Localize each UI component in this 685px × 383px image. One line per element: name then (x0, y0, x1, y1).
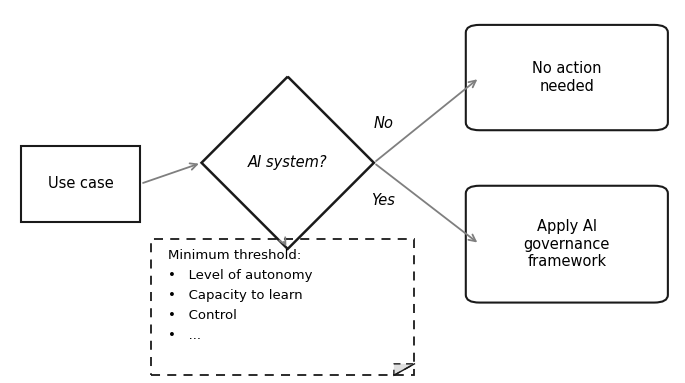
Text: AI system?: AI system? (248, 155, 327, 170)
Text: Minimum threshold:
•   Level of autonomy
•   Capacity to learn
•   Control
•   .: Minimum threshold: • Level of autonomy •… (168, 249, 312, 342)
Polygon shape (394, 364, 414, 375)
Text: Apply AI
governance
framework: Apply AI governance framework (523, 219, 610, 269)
Text: No action
needed: No action needed (532, 61, 601, 94)
Text: Use case: Use case (48, 176, 113, 192)
Bar (151, 239, 414, 375)
FancyBboxPatch shape (21, 146, 140, 222)
FancyBboxPatch shape (466, 186, 668, 303)
Text: No: No (373, 116, 393, 131)
FancyBboxPatch shape (466, 25, 668, 130)
Text: Yes: Yes (371, 193, 395, 208)
